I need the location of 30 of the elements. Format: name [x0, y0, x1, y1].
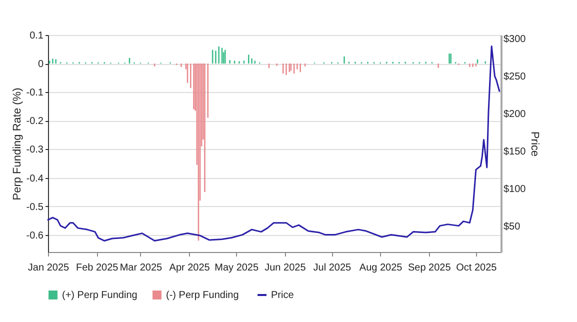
legend-label: (-) Perp Funding [166, 290, 239, 301]
y2-tick-label: $50 [504, 221, 521, 232]
y2-tick-label: $250 [504, 72, 526, 83]
y2-tick-label: $200 [504, 109, 526, 120]
legend-label: Price [271, 290, 294, 301]
x-tick-label: Mar 2025 [120, 262, 163, 274]
y2-tick-label: $150 [504, 146, 526, 158]
x-tick-label: Feb 2025 [76, 262, 119, 274]
x-tick-label: Sep 2025 [408, 262, 452, 274]
y2-tick-label: $100 [504, 184, 526, 195]
y-tick-label: -0.6 [26, 230, 44, 242]
x-tick-label: Jul 2025 [313, 262, 352, 274]
y2-tick-label: $300 [504, 34, 526, 46]
y-tick-label: 0.1 [30, 30, 44, 42]
x-tick-label: Apr 2025 [169, 262, 210, 274]
y-tick-label: -0.3 [26, 144, 44, 156]
y-axis-title: Perp Funding Rate (%) [11, 88, 24, 200]
y-tick-label: -0.5 [26, 202, 44, 213]
y-tick-label: -0.4 [26, 173, 44, 184]
x-tick-label: Aug 2025 [359, 262, 403, 274]
x-tick-label: Oct 2025 [456, 262, 498, 274]
x-tick-label: Jan 2025 [28, 262, 70, 274]
y-tick-label: 0 [38, 59, 44, 70]
legend-label: (+) Perp Funding [62, 290, 138, 301]
y2-axis-title: Price [528, 131, 541, 157]
x-tick-label: May 2025 [214, 262, 259, 274]
y-tick-label: -0.1 [26, 88, 44, 99]
line-series [47, 45, 500, 242]
y-tick-label: -0.2 [26, 116, 44, 128]
x-tick-label: Jun 2025 [264, 262, 306, 274]
